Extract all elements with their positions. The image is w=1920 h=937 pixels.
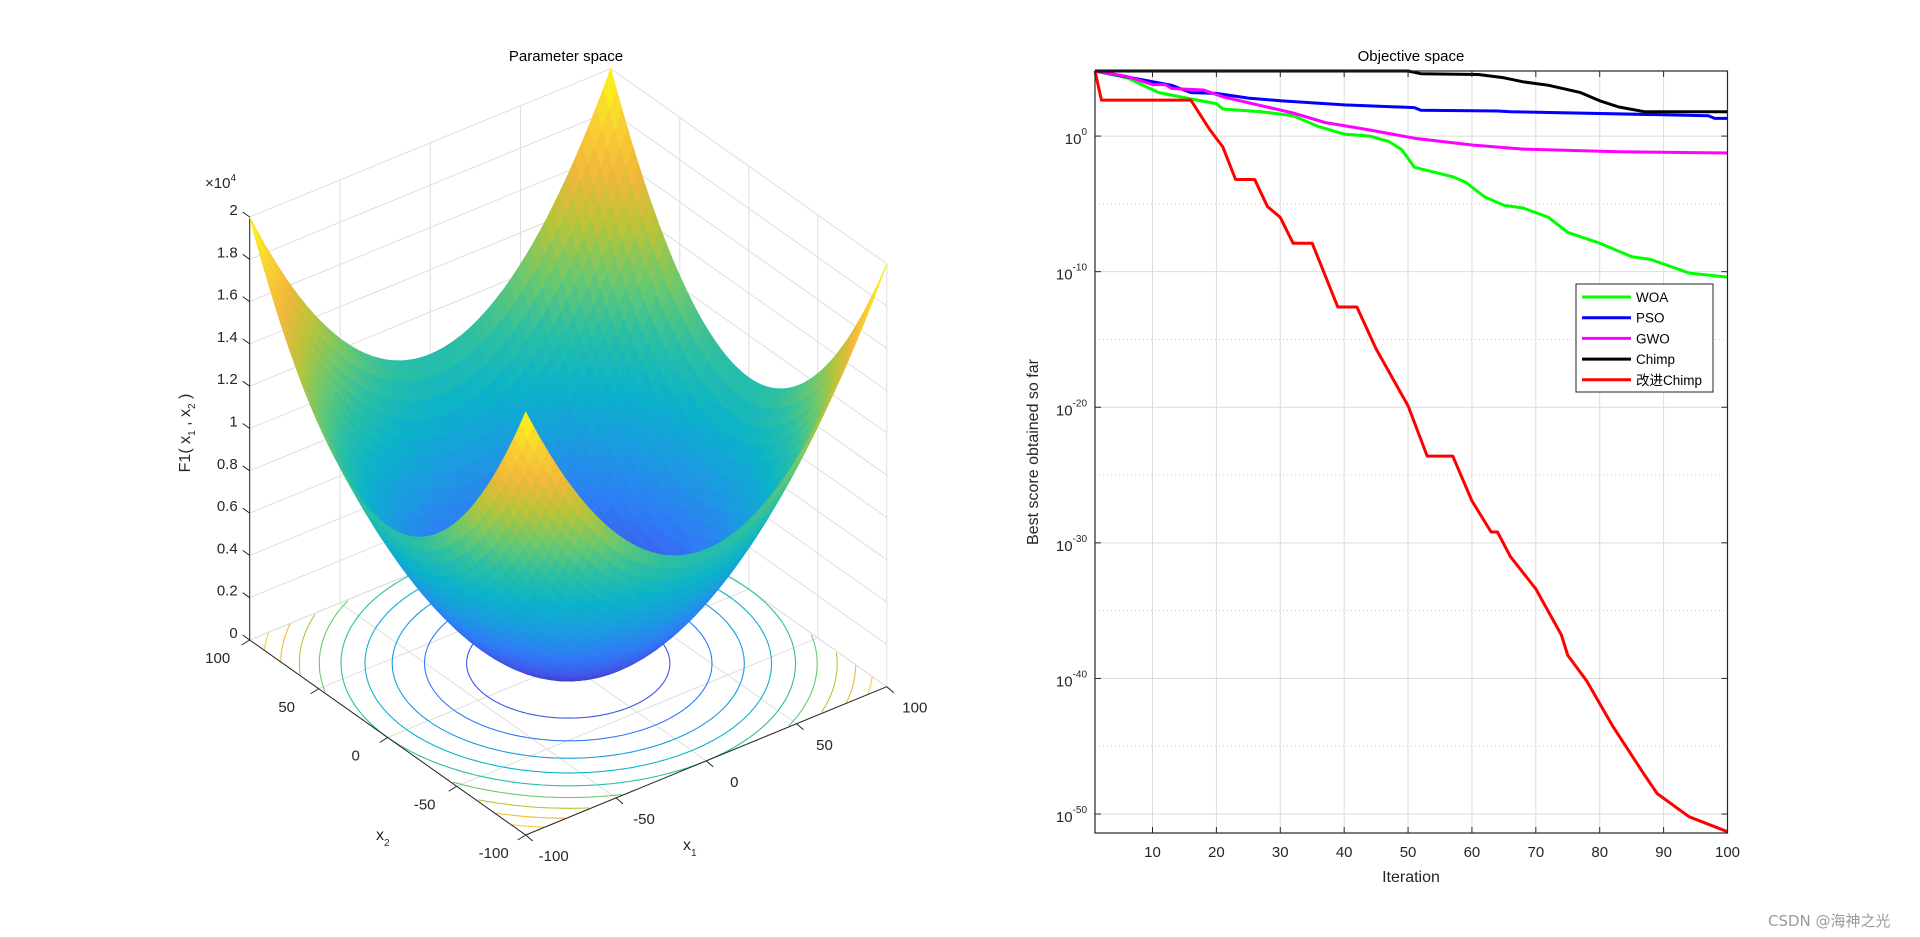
- x2-tick-label: 50: [278, 699, 295, 716]
- z-tick: [242, 296, 250, 303]
- x1-tick: [705, 760, 714, 768]
- z-tick-label: 1.8: [217, 244, 238, 261]
- z-tick-label: 1.4: [217, 329, 238, 346]
- wall-gridline: [610, 110, 888, 307]
- x1-tick-label: 100: [902, 700, 927, 717]
- z-tick: [242, 592, 250, 599]
- x2-tick: [517, 834, 526, 841]
- x1-tick: [886, 686, 895, 694]
- surface-patch: [249, 216, 263, 252]
- wall-gridline: [249, 152, 611, 303]
- x2-tick: [241, 639, 250, 646]
- x1-tick: [615, 797, 624, 805]
- 3d-tick-labels: 0 0.2 0.4 0.6 0.8 1 1.2 1.4 1.6 1.8 2 -100 -50 0 50 100…: [205, 202, 927, 865]
- z-tick-label: 0.2: [217, 583, 238, 600]
- surface-patch: [519, 411, 534, 440]
- wall-gridline: [249, 68, 611, 218]
- z-tick-label: 0.4: [217, 540, 238, 557]
- z-tick-label: 0.6: [217, 498, 238, 515]
- z-tick-label: 1: [229, 414, 237, 431]
- watermark: CSDN @海神之光: [1768, 912, 1891, 930]
- x2-tick: [310, 688, 319, 695]
- z-axis-label: F1( x1 , x2 ): [177, 394, 198, 473]
- z-tick: [242, 507, 250, 514]
- 3d-axes: [241, 211, 895, 842]
- x2-tick: [448, 785, 457, 792]
- wall-gridline: [610, 152, 888, 349]
- z-tick: [242, 549, 250, 556]
- z-tick: [242, 338, 250, 345]
- x2-axis-label: x2: [376, 827, 390, 849]
- x1-tick-label: -50: [633, 811, 655, 828]
- wall-gridline: [610, 68, 888, 265]
- x2-tick-label: -50: [414, 796, 436, 813]
- z-tick-label: 0: [229, 625, 237, 642]
- z-tick: [242, 634, 250, 641]
- z-tick: [242, 423, 250, 429]
- x2-tick-label: 100: [205, 650, 230, 667]
- x1-axis-label: x1: [683, 837, 697, 859]
- z-tick: [242, 380, 250, 387]
- z-tick-label: 2: [229, 202, 237, 219]
- x1-tick: [525, 834, 534, 842]
- z-tick: [242, 211, 250, 218]
- z-tick-label: 1.2: [217, 371, 238, 388]
- z-tick: [242, 253, 250, 260]
- surface: [249, 67, 888, 682]
- z-exponent-label: ×104: [205, 173, 236, 192]
- x2-tick-label: 0: [352, 748, 360, 765]
- x1-tick-label: 50: [816, 737, 833, 754]
- z-tick-label: 1.6: [217, 287, 238, 304]
- z-tick-label: 0.8: [217, 456, 238, 473]
- x1-tick-label: -100: [539, 848, 569, 865]
- x1-tick: [796, 723, 804, 731]
- chart-title-parameter-space: Parameter space: [509, 48, 623, 65]
- z-tick: [242, 465, 250, 472]
- surface-patch: [603, 67, 617, 111]
- x2-tick-label: -100: [479, 845, 509, 862]
- surface-patch: [873, 263, 888, 297]
- wall-gridline: [249, 110, 611, 260]
- x2-tick: [379, 737, 388, 743]
- x1-tick-label: 0: [730, 774, 738, 791]
